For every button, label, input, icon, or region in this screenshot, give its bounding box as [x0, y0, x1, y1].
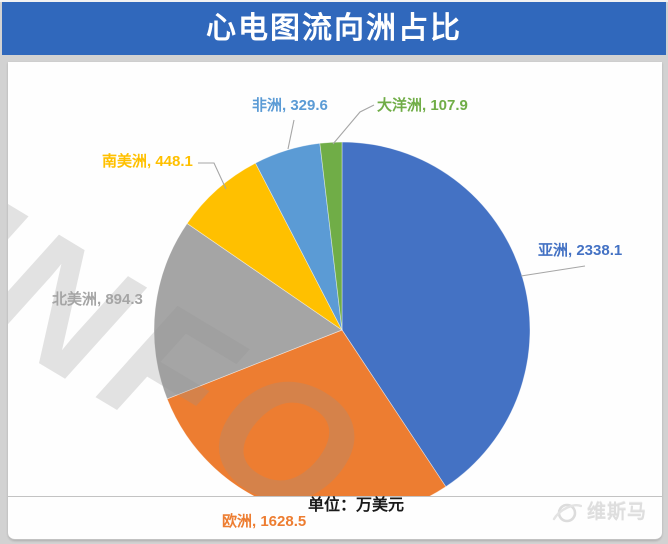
page-title: 心电图流向洲占比 [206, 11, 462, 45]
pie-chart [153, 104, 586, 497]
brand-logo: 维斯马 [552, 499, 647, 526]
label-leader-line [520, 265, 586, 277]
brand-swoosh-icon [552, 503, 582, 523]
pie-slice-oceania [319, 141, 343, 331]
chart-footer-divider [8, 496, 662, 497]
label-leader-line [287, 119, 295, 150]
pie-slice-north-america [153, 222, 343, 400]
label-leader-line [198, 162, 227, 190]
label-leader-line [332, 104, 375, 145]
title-banner: 心电图流向洲占比 [2, 2, 666, 55]
unit-note: 单位：万美元 [308, 497, 405, 514]
pie-slice-south-america [186, 162, 343, 331]
brand-name: 维斯马 [587, 502, 648, 523]
chart-card: INFO [8, 62, 662, 540]
top-edge-strip [0, 0, 668, 2]
plot-area: INFO [8, 62, 662, 497]
